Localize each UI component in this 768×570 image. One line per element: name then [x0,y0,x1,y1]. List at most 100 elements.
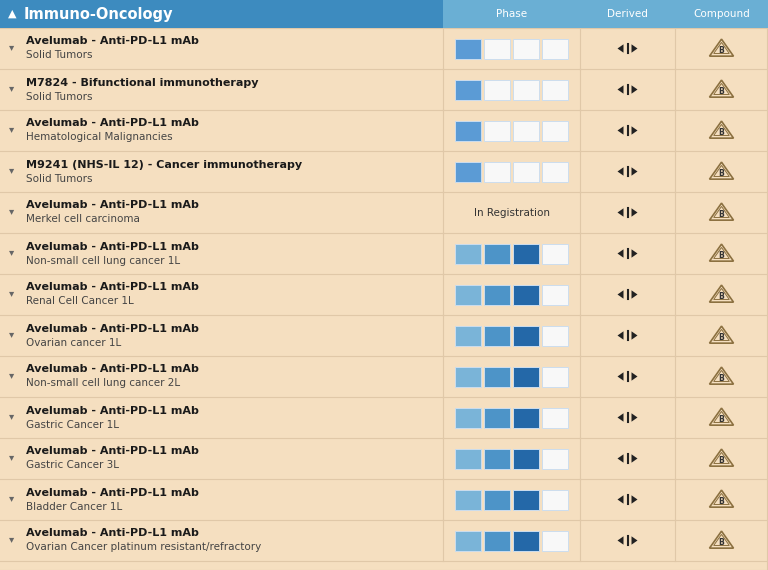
Text: Avelumab - Anti-PD-L1 mAb: Avelumab - Anti-PD-L1 mAb [26,324,199,333]
Polygon shape [631,290,637,299]
Text: B: B [719,333,724,342]
Text: ▾: ▾ [9,43,15,52]
Text: Gastric Cancer 3L: Gastric Cancer 3L [26,461,119,470]
FancyBboxPatch shape [484,408,510,428]
Text: ▲: ▲ [8,9,16,19]
Text: M7824 - Bifunctional immunotherapy: M7824 - Bifunctional immunotherapy [26,78,259,88]
Polygon shape [617,372,624,381]
Polygon shape [710,80,733,97]
FancyBboxPatch shape [455,449,481,469]
FancyBboxPatch shape [513,449,539,469]
Text: Non-small cell lung cancer 1L: Non-small cell lung cancer 1L [26,255,180,266]
Polygon shape [710,408,733,425]
FancyBboxPatch shape [542,243,568,263]
Polygon shape [710,121,733,138]
Text: B: B [719,456,724,465]
FancyBboxPatch shape [0,274,768,315]
Polygon shape [631,372,637,381]
FancyBboxPatch shape [455,243,481,263]
Polygon shape [617,127,624,135]
FancyBboxPatch shape [513,39,539,59]
Text: B: B [719,46,724,55]
Text: Gastric Cancer 1L: Gastric Cancer 1L [26,420,119,430]
FancyBboxPatch shape [455,120,481,140]
Text: Solid Tumors: Solid Tumors [26,173,92,184]
Text: Ovarian cancer 1L: Ovarian cancer 1L [26,337,121,348]
FancyBboxPatch shape [0,151,768,192]
FancyBboxPatch shape [455,161,481,181]
Text: M9241 (NHS-IL 12) - Cancer immunotherapy: M9241 (NHS-IL 12) - Cancer immunotherapy [26,160,302,169]
FancyBboxPatch shape [513,284,539,304]
FancyBboxPatch shape [542,449,568,469]
Text: Phase: Phase [496,9,527,19]
Text: ▾: ▾ [9,370,15,381]
FancyBboxPatch shape [542,408,568,428]
Polygon shape [617,86,624,93]
FancyBboxPatch shape [455,325,481,345]
FancyBboxPatch shape [542,284,568,304]
Text: Avelumab - Anti-PD-L1 mAb: Avelumab - Anti-PD-L1 mAb [26,405,199,416]
Text: Avelumab - Anti-PD-L1 mAb: Avelumab - Anti-PD-L1 mAb [26,528,199,539]
Polygon shape [617,536,624,545]
FancyBboxPatch shape [0,110,768,151]
Polygon shape [617,249,624,258]
Text: B: B [719,497,724,506]
Text: ▾: ▾ [9,165,15,176]
Polygon shape [710,285,733,302]
Text: Avelumab - Anti-PD-L1 mAb: Avelumab - Anti-PD-L1 mAb [26,119,199,128]
Text: B: B [719,374,724,383]
Text: B: B [719,169,724,178]
FancyBboxPatch shape [513,367,539,386]
FancyBboxPatch shape [0,28,768,69]
Text: B: B [719,538,724,547]
Polygon shape [631,413,637,422]
Text: B: B [719,128,724,137]
Polygon shape [617,454,624,463]
Polygon shape [710,490,733,507]
Polygon shape [710,326,733,343]
Text: ▾: ▾ [9,124,15,135]
FancyBboxPatch shape [455,408,481,428]
Polygon shape [617,44,624,52]
FancyBboxPatch shape [484,79,510,100]
Polygon shape [617,495,624,504]
FancyBboxPatch shape [455,367,481,386]
Polygon shape [710,244,733,261]
FancyBboxPatch shape [0,69,768,110]
Text: Solid Tumors: Solid Tumors [26,92,92,101]
Polygon shape [631,44,637,52]
FancyBboxPatch shape [513,531,539,551]
FancyBboxPatch shape [455,79,481,100]
Text: Avelumab - Anti-PD-L1 mAb: Avelumab - Anti-PD-L1 mAb [26,201,199,210]
Text: B: B [719,292,724,301]
Polygon shape [710,531,733,548]
FancyBboxPatch shape [542,79,568,100]
Text: ▾: ▾ [9,412,15,421]
FancyBboxPatch shape [542,531,568,551]
FancyBboxPatch shape [484,490,510,510]
Text: Hematological Malignancies: Hematological Malignancies [26,132,173,142]
Polygon shape [617,168,624,176]
Polygon shape [710,203,733,220]
Polygon shape [617,290,624,299]
Text: Non-small cell lung cancer 2L: Non-small cell lung cancer 2L [26,378,180,389]
Polygon shape [617,208,624,217]
FancyBboxPatch shape [455,531,481,551]
FancyBboxPatch shape [0,397,768,438]
Text: Avelumab - Anti-PD-L1 mAb: Avelumab - Anti-PD-L1 mAb [26,36,199,47]
FancyBboxPatch shape [580,0,675,28]
FancyBboxPatch shape [484,531,510,551]
Text: ▾: ▾ [9,83,15,93]
Text: Solid Tumors: Solid Tumors [26,51,92,60]
Text: ▾: ▾ [9,288,15,299]
FancyBboxPatch shape [484,367,510,386]
Text: Bladder Cancer 1L: Bladder Cancer 1L [26,502,122,511]
FancyBboxPatch shape [513,243,539,263]
FancyBboxPatch shape [513,408,539,428]
Text: ▾: ▾ [9,453,15,462]
Text: Avelumab - Anti-PD-L1 mAb: Avelumab - Anti-PD-L1 mAb [26,242,199,251]
Polygon shape [631,168,637,176]
FancyBboxPatch shape [484,39,510,59]
Text: ▾: ▾ [9,494,15,503]
Polygon shape [631,536,637,545]
